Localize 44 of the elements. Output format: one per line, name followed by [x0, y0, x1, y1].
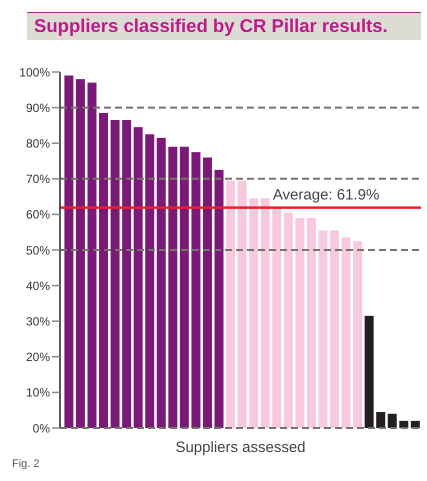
y-tick-label: 30%	[26, 314, 50, 328]
bar	[76, 79, 85, 428]
bar	[238, 180, 247, 428]
bar	[353, 241, 362, 428]
y-tick-label: 50%	[26, 243, 50, 258]
x-axis-title: Suppliers assessed	[175, 439, 306, 456]
bar	[330, 230, 339, 428]
bar	[306, 218, 316, 428]
bar	[145, 134, 154, 428]
bar	[226, 180, 236, 428]
bar	[214, 170, 224, 428]
y-tick-label: 70%	[26, 172, 50, 186]
bar	[134, 127, 143, 428]
y-tick-label: 10%	[26, 386, 50, 400]
y-tick-label: 20%	[26, 350, 50, 364]
bar	[342, 238, 351, 428]
bar	[318, 230, 328, 428]
bar	[99, 112, 108, 428]
caption: Fig. 2	[12, 458, 40, 470]
bar	[260, 198, 270, 428]
bar	[272, 207, 282, 428]
bar	[364, 316, 374, 428]
bar	[64, 76, 74, 428]
y-tick-label: 100%	[19, 65, 50, 80]
y-tick-label: 60%	[26, 208, 50, 222]
y-tick-label: 40%	[26, 278, 50, 293]
ref-line-label: Average: 61.9%	[272, 186, 380, 204]
bar	[122, 120, 132, 428]
bar	[295, 218, 304, 428]
bar	[284, 212, 293, 428]
bar	[388, 414, 397, 428]
bar	[249, 198, 258, 428]
y-tick-label: 90%	[26, 100, 50, 115]
bar	[202, 157, 212, 428]
bar	[110, 120, 120, 428]
y-tick-label: 0%	[32, 421, 50, 436]
chart-title: Suppliers classified by CR Pillar results.	[27, 12, 421, 40]
bar	[376, 412, 386, 428]
bar	[156, 138, 166, 428]
bar	[87, 82, 96, 428]
y-tick-label: 80%	[26, 136, 50, 150]
bar	[168, 146, 178, 428]
bar	[191, 152, 200, 428]
bar	[180, 146, 189, 428]
